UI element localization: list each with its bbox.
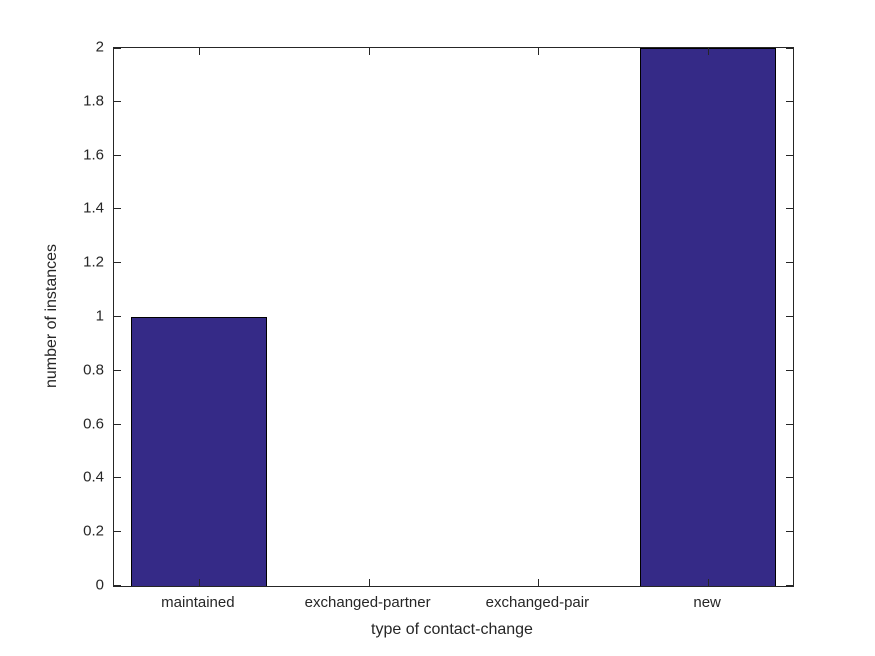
y-tick-mark [786,262,793,264]
y-tick-label: 0.6 [83,415,104,433]
y-tick-mark [114,531,121,533]
y-tick-mark [114,585,121,586]
y-tick-mark [114,316,121,317]
y-tick-mark [786,154,793,156]
y-tick-mark [114,477,121,479]
y-tick-mark [114,48,121,49]
y-tick-mark [786,585,793,586]
y-tick-mark [786,100,793,102]
x-tick-label: maintained [161,594,235,611]
x-axis-label: type of contact-change [371,621,533,638]
x-tick-label: new [693,594,721,611]
y-tick-label: 0 [95,576,104,594]
y-tick-mark [786,531,793,533]
x-tick-mark [538,579,540,586]
y-tick-mark [786,477,793,479]
y-tick-label: 1.2 [83,253,104,271]
y-tick-mark [786,369,793,371]
y-tick-label: 0.4 [83,468,104,486]
y-tick-mark [114,208,121,210]
x-tick-mark [368,579,370,586]
y-tick-label: 0.2 [83,522,104,540]
x-tick-mark [198,579,200,586]
x-tick-mark [198,48,200,55]
bar [640,48,777,586]
x-tick-mark [708,579,710,586]
y-tick-label: 1.4 [83,199,104,217]
plot-area [113,47,794,587]
y-tick-mark [114,154,121,156]
y-tick-mark [114,423,121,425]
x-tick-mark [368,48,370,55]
y-tick-mark [114,369,121,371]
x-tick-mark [538,48,540,55]
x-tick-label: exchanged-pair [485,594,590,611]
bar [130,317,267,586]
y-tick-mark [786,316,793,317]
y-tick-mark [114,262,121,264]
x-tick-mark [708,48,710,55]
y-tick-label: 0.8 [83,361,104,379]
y-tick-mark [786,423,793,425]
y-tick-mark [114,100,121,102]
y-tick-label: 1.6 [83,146,104,164]
y-tick-label: 2 [95,38,104,56]
y-tick-mark [786,48,793,49]
y-tick-label: 1 [95,307,104,325]
y-tick-label: 1.8 [83,92,104,110]
y-tick-mark [786,208,793,210]
x-tick-label: exchanged-partner [304,594,431,611]
